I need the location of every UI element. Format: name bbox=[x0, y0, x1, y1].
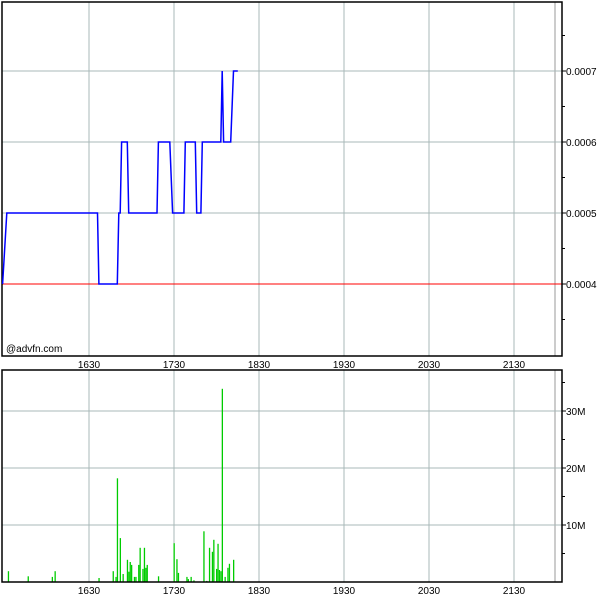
y-tick-label: 0.0005 bbox=[566, 209, 597, 220]
volume-bar bbox=[145, 567, 147, 583]
volume-bar bbox=[126, 559, 129, 582]
x-tick-label: 1930 bbox=[333, 586, 356, 597]
volume-bar bbox=[157, 576, 160, 582]
volume-bar bbox=[135, 576, 137, 582]
volume-bar bbox=[173, 543, 175, 582]
volume-bar bbox=[112, 571, 114, 582]
volume-bar bbox=[122, 574, 124, 582]
x-tick-label: 1730 bbox=[163, 586, 186, 597]
volume-bar bbox=[129, 562, 131, 582]
volume-bar bbox=[51, 576, 53, 582]
volume-bar bbox=[218, 570, 221, 582]
volume-bar bbox=[217, 543, 219, 582]
volume-plot-frame bbox=[1, 369, 563, 583]
x-tick-label: 1630 bbox=[78, 360, 101, 371]
volume-bar bbox=[146, 564, 148, 582]
volume-bar bbox=[213, 539, 215, 582]
x-tick-label: 2130 bbox=[503, 360, 526, 371]
volume-bar bbox=[133, 576, 136, 582]
volume-bar bbox=[221, 388, 223, 582]
volume-bar bbox=[54, 571, 56, 582]
volume-bar bbox=[176, 559, 178, 582]
price-line bbox=[1, 70, 238, 285]
x-tick-label: 1730 bbox=[163, 360, 186, 371]
x-tick-label: 1930 bbox=[333, 360, 356, 371]
volume-bar bbox=[115, 576, 117, 582]
volume-bar bbox=[139, 547, 141, 582]
volume-bar bbox=[128, 571, 130, 582]
volume-bar bbox=[193, 580, 195, 582]
volume-bar bbox=[138, 564, 140, 582]
volume-bar bbox=[203, 531, 205, 582]
volume-bar bbox=[98, 578, 100, 582]
y-tick-label: 30M bbox=[566, 407, 585, 418]
volume-bar bbox=[227, 567, 229, 583]
volume-bar bbox=[190, 576, 192, 582]
volume-bar bbox=[142, 568, 144, 582]
y-tick-label: 0.0007 bbox=[566, 67, 597, 78]
volume-bar bbox=[143, 547, 146, 582]
x-tick-label: 2030 bbox=[418, 360, 441, 371]
x-tick-label: 1830 bbox=[248, 586, 271, 597]
price-plot-frame bbox=[1, 1, 563, 357]
volume-bar bbox=[187, 579, 189, 582]
volume-panel: 30M 20M 10M 1630 1730 1830 1930 2030 2130 bbox=[1, 369, 585, 597]
y-tick-label: 10M bbox=[566, 521, 585, 532]
volume-bar bbox=[131, 564, 133, 582]
volume-bar bbox=[208, 547, 211, 582]
volume-bar bbox=[27, 576, 29, 582]
volume-bar bbox=[186, 576, 188, 582]
volume-bar bbox=[7, 571, 10, 582]
volume-bar bbox=[233, 559, 235, 582]
x-tick-label: 2130 bbox=[503, 586, 526, 597]
y-tick-label: 0.0006 bbox=[566, 138, 597, 149]
price-panel: 0.0007 0.0006 0.0005 0.0004 1630 1730 1830 1930… bbox=[1, 1, 597, 371]
volume-bar bbox=[228, 563, 231, 582]
volume-bar bbox=[216, 568, 218, 582]
watermark: @advfn.com bbox=[6, 344, 62, 355]
volume-bar bbox=[119, 538, 121, 582]
volume-bar bbox=[211, 551, 214, 582]
volume-bar bbox=[224, 576, 226, 582]
volume-bar bbox=[116, 478, 119, 582]
y-tick-label: 0.0004 bbox=[566, 280, 597, 291]
volume-bar bbox=[220, 571, 222, 582]
x-tick-label: 1630 bbox=[78, 586, 101, 597]
x-tick-label: 1830 bbox=[248, 360, 271, 371]
y-tick-label: 20M bbox=[566, 464, 585, 475]
x-tick-label: 2030 bbox=[418, 586, 441, 597]
volume-bar bbox=[177, 572, 180, 582]
